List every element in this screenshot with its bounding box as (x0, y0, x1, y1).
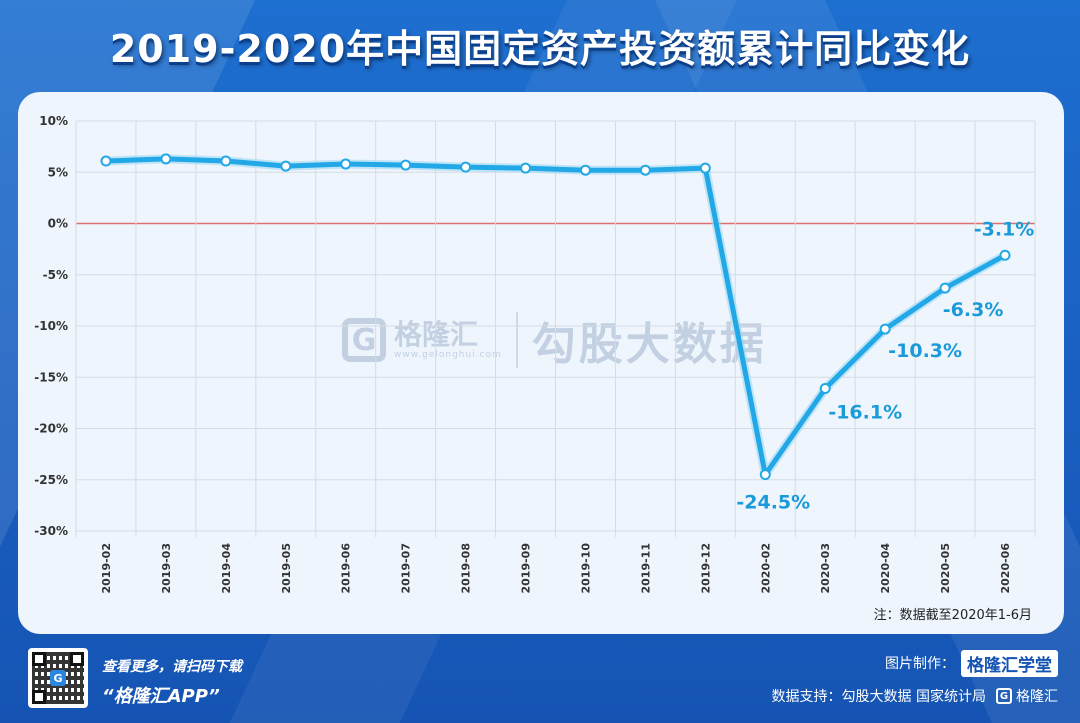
x-tick-label: 2020-04 (879, 543, 892, 594)
credit-label: 图片制作： (885, 656, 955, 672)
x-tick-label: 2020-06 (999, 543, 1012, 594)
x-tick-label: 2019-03 (160, 543, 173, 594)
x-tick-label: 2020-03 (819, 543, 832, 594)
x-tick-label: 2020-05 (939, 543, 952, 594)
watermark-text: 勾股大数据 (531, 319, 767, 370)
x-tick-label: 2019-06 (340, 543, 353, 594)
data-label: -24.5% (736, 492, 810, 514)
data-point (999, 249, 1011, 261)
x-tick-label: 2019-12 (699, 543, 712, 594)
x-tick-label: 2019-07 (400, 543, 413, 594)
y-tick-label: -5% (43, 268, 68, 282)
credit-brand: 格隆汇学堂 (961, 649, 1058, 677)
y-tick-label: 5% (48, 165, 68, 179)
data-point (759, 469, 771, 481)
x-tick-label: 2019-08 (460, 543, 473, 594)
corner-logo-icon: G (996, 688, 1012, 704)
x-tick-label: 2019-04 (220, 543, 233, 594)
watermark-logo-icon: G (342, 318, 386, 362)
data-note: 注：数据截至2020年1-6月 (873, 608, 1032, 623)
x-tick-label: 2019-09 (520, 543, 533, 594)
data-point (819, 383, 831, 395)
data-label: -10.3% (888, 340, 962, 362)
data-point (160, 153, 172, 165)
data-label: -6.3% (943, 299, 1004, 321)
data-point (340, 158, 352, 170)
watermark: G 格隆汇 www.gelonghui.com 勾股大数据 (342, 305, 767, 375)
data-point (879, 323, 891, 335)
data-label: -3.1% (974, 218, 1035, 240)
data-point (939, 282, 951, 294)
corner-logo: G 格隆汇 (996, 686, 1058, 706)
y-tick-label: -30% (34, 524, 68, 538)
qr-code-icon[interactable]: G (28, 648, 88, 708)
series-line (103, 156, 1008, 478)
data-point (520, 162, 532, 174)
watermark-divider (515, 312, 518, 368)
x-tick-label: 2019-10 (579, 543, 592, 594)
y-tick-label: 0% (48, 217, 68, 231)
scan-prompt: 查看更多，请扫码下载 (102, 659, 242, 675)
y-tick-label: 10% (39, 114, 68, 128)
data-point (220, 155, 232, 167)
data-point (579, 164, 591, 176)
app-name: “格隆汇APP” (102, 686, 220, 707)
corner-logo-text: 格隆汇 (1016, 689, 1058, 705)
x-tick-label: 2019-11 (639, 543, 652, 594)
data-point (100, 155, 112, 167)
y-tick-label: -20% (34, 422, 68, 436)
chart-title: 2019-2020年中国固定资产投资额累计同比变化 (109, 27, 971, 71)
y-tick-label: -10% (34, 319, 68, 333)
chart-panel (18, 92, 1064, 634)
footer-credits: 图片制作： 格隆汇学堂 数据支持：勾股大数据 国家统计局 G 格隆汇 (771, 649, 1058, 706)
data-point (400, 159, 412, 171)
data-point (699, 162, 711, 174)
x-tick-label: 2020-02 (759, 543, 772, 594)
footer-app-promo: G 查看更多，请扫码下载 “格隆汇APP” (28, 648, 242, 708)
data-label: -16.1% (828, 402, 902, 424)
y-tick-label: -15% (34, 370, 68, 384)
data-point (460, 161, 472, 173)
watermark-url: www.gelonghui.com (394, 350, 502, 360)
data-point (280, 160, 292, 172)
y-tick-label: -25% (34, 473, 68, 487)
qr-center-logo: G (50, 670, 66, 686)
x-tick-label: 2019-02 (100, 543, 113, 594)
data-point (639, 164, 651, 176)
data-source: 数据支持：勾股大数据 国家统计局 (771, 689, 986, 705)
x-tick-label: 2019-05 (280, 543, 293, 594)
